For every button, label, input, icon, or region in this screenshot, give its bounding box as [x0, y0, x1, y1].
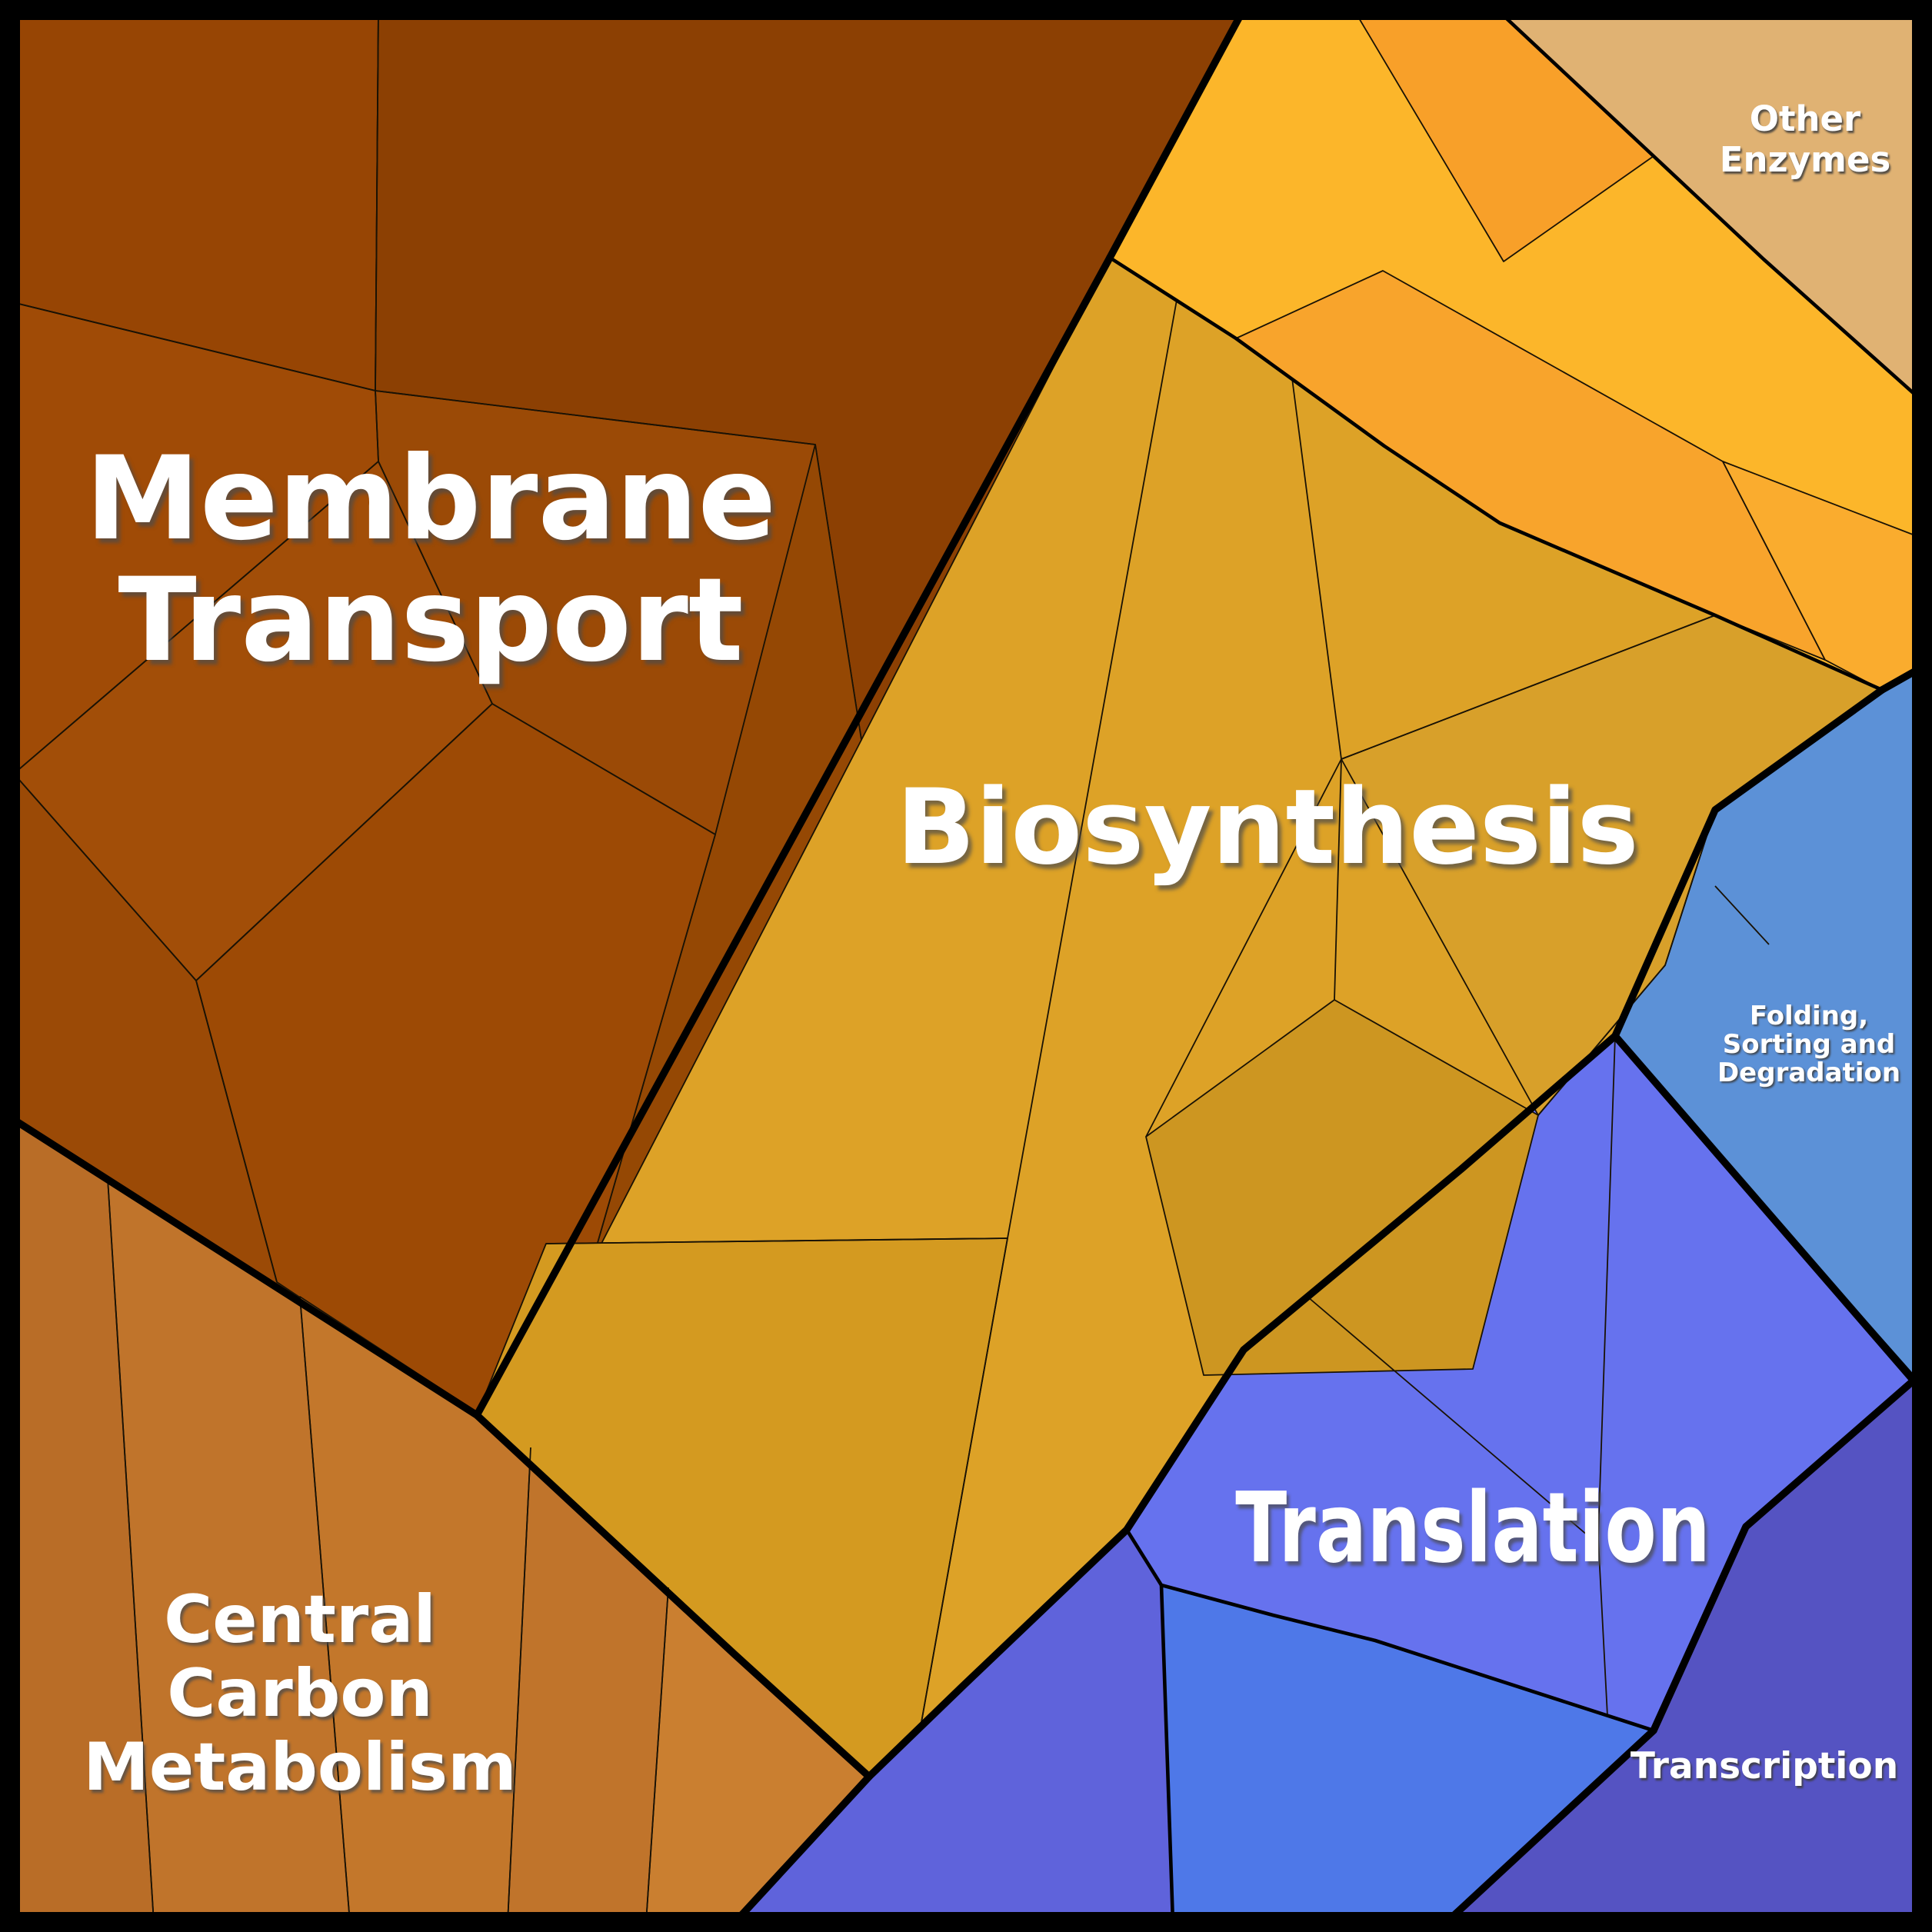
label-other-enzymes-line1: Other [1750, 98, 1861, 139]
border-ccm-biosynthesis [473, 1411, 873, 1780]
labels: Membrane Transport Biosynthesis Central … [83, 98, 1900, 1806]
subcells [8, 8, 1924, 1924]
border-folding-translation [1611, 1032, 1917, 1384]
border-translation-inner-vertical [1159, 1583, 1175, 1925]
label-biosynthesis: Biosynthesis [896, 767, 1639, 888]
border-mt-ccm [5, 1113, 481, 1419]
label-transcription: Transcription [1631, 1745, 1898, 1787]
border-mt-biosynthesis [473, 254, 1114, 1419]
border-band-other-enzymes [1494, 7, 1925, 404]
label-ccm-line3: Metabolism [83, 1729, 516, 1806]
thick-borders [5, 5, 1927, 1927]
region-transcription [1446, 1381, 1923, 1923]
region-translation-lower-right [1161, 1585, 1654, 1923]
label-membrane-transport-line2: Transport [118, 554, 743, 688]
label-folding-line1: Folding, [1750, 1001, 1868, 1031]
border-mt-band [1106, 5, 1247, 261]
label-other-enzymes-line2: Enzymes [1720, 139, 1891, 180]
region-translation [1127, 1036, 1914, 1730]
border-translation-transcription [1442, 1377, 1917, 1927]
border-biosynthesis-folding [1611, 686, 1886, 1040]
cell-bio-pentagon [1145, 999, 1539, 1376]
label-folding-line3: Degradation [1717, 1058, 1900, 1088]
label-ccm-line2: Carbon [167, 1655, 432, 1732]
label-ccm-line1: Central [164, 1581, 436, 1658]
border-ccm-translation [731, 1773, 873, 1927]
region-translation-lower-left [734, 1530, 1173, 1923]
label-folding-line2: Sorting and [1723, 1029, 1895, 1060]
border-band-biosynthesis [1108, 255, 1884, 692]
thin-borders [8, 8, 1770, 1924]
border-translation-inner [1124, 1527, 1656, 1733]
label-translation: Translation [1235, 1471, 1710, 1584]
label-membrane-transport-line1: Membrane [85, 432, 776, 566]
medium-borders [1108, 7, 1925, 1925]
region-folding-sorting-degradation [1615, 667, 1923, 1384]
border-biosynthesis-translation [865, 1032, 1619, 1780]
